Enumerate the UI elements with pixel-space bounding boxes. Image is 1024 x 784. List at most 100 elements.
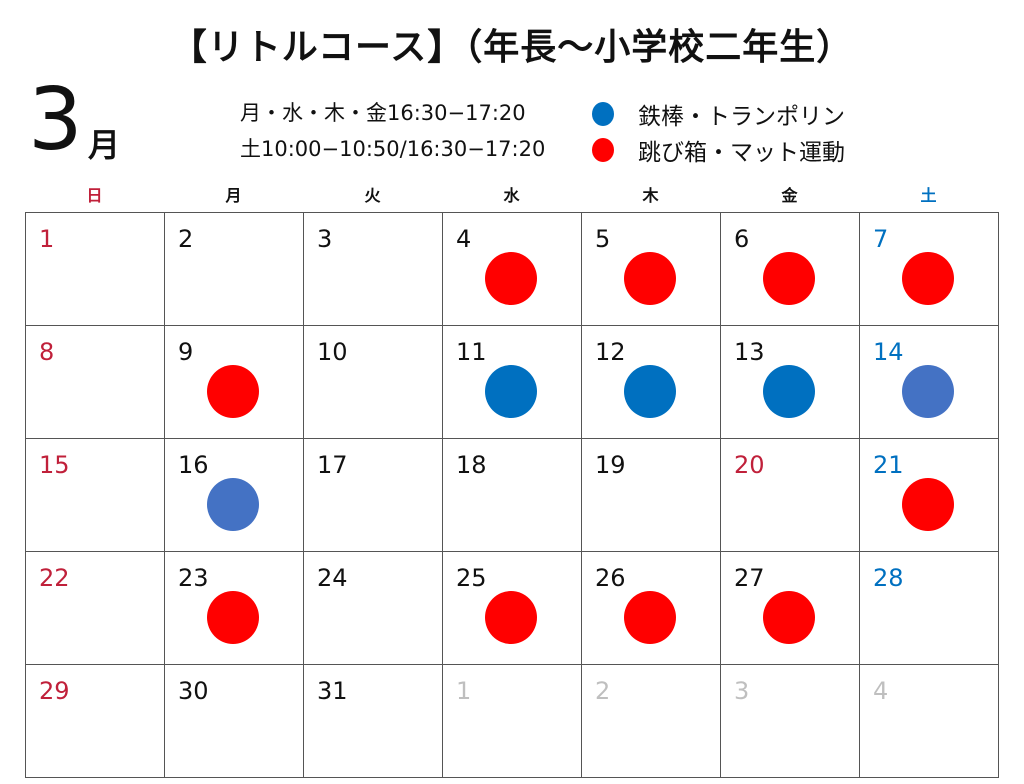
red-dot-icon [763,252,815,305]
blue-dot-icon [592,102,614,126]
day-number: 2 [178,225,194,253]
month-label: 月 [88,126,121,164]
legend-label: 鉄棒・トランポリン [638,104,845,130]
calendar-day: 21 [860,439,999,552]
weekday-header: 水 [503,186,520,205]
day-number: 3 [734,677,750,705]
day-number: 8 [39,338,55,366]
calendar-day: 20 [721,439,860,552]
day-number: 17 [317,451,348,479]
page-title: 【リトルコース】（年長～小学校二年生） [170,27,854,68]
calendar-day: 22 [26,552,165,665]
legend-item-red: 跳び箱・マット運動 [592,133,845,167]
calendar-day: 6 [721,213,860,326]
light-blue_dot-icon [902,365,954,418]
calendar-day: 3 [721,665,860,778]
day-number: 27 [734,564,765,592]
day-number: 1 [39,225,55,253]
day-number: 5 [595,225,611,253]
day-number: 3 [317,225,333,253]
calendar-day: 29 [26,665,165,778]
weekday-header: 日 [86,186,103,205]
calendar-day: 26 [582,552,721,665]
blue-dot-icon [485,365,537,418]
calendar-day: 5 [582,213,721,326]
calendar-day: 11 [443,326,582,439]
day-number: 12 [595,338,626,366]
calendar-day: 19 [582,439,721,552]
day-number: 13 [734,338,765,366]
calendar-day: 3 [304,213,443,326]
day-number: 23 [178,564,209,592]
weekday-header: 火 [364,186,381,205]
red-dot-icon [207,591,259,644]
day-number: 29 [39,677,70,705]
weekday-header: 月 [225,186,242,205]
calendar-day: 17 [304,439,443,552]
red-dot-icon [207,365,259,418]
calendar-day: 15 [26,439,165,552]
calendar-day: 13 [721,326,860,439]
calendar-day: 1 [26,213,165,326]
red-dot-icon [592,138,614,162]
calendar-grid: 1 2 3 4 5 6 7 8 9 10 11 12 13 14 15 16 17 18 19 20 21 22 23 24 2… [25,212,999,778]
weekday-header: 金 [781,186,798,205]
day-number: 7 [873,225,889,253]
calendar-day: 23 [165,552,304,665]
calendar-day: 31 [304,665,443,778]
day-number: 2 [595,677,611,705]
month-number: 3 [28,70,83,170]
calendar-day: 4 [860,665,999,778]
calendar-day: 8 [26,326,165,439]
red-dot-icon [485,591,537,644]
red-dot-icon [902,252,954,305]
calendar-day: 16 [165,439,304,552]
day-number: 15 [39,451,70,479]
legend-item-blue: 鉄棒・トランポリン [592,97,845,131]
weekday-header: 土 [920,186,937,205]
calendar-day: 2 [165,213,304,326]
day-number: 25 [456,564,487,592]
day-number: 22 [39,564,70,592]
day-number: 28 [873,564,904,592]
calendar-day: 1 [443,665,582,778]
day-number: 4 [873,677,889,705]
calendar-day: 18 [443,439,582,552]
red-dot-icon [624,252,676,305]
day-number: 11 [456,338,487,366]
day-number: 9 [178,338,194,366]
schedule-weekdays: 月・水・木・金16:30−17:20 [240,101,526,125]
day-number: 31 [317,677,348,705]
day-number: 20 [734,451,765,479]
blue-dot-icon [763,365,815,418]
day-number: 21 [873,451,904,479]
calendar-day: 7 [860,213,999,326]
weekday-header: 木 [642,186,659,205]
calendar-day: 25 [443,552,582,665]
day-number: 4 [456,225,472,253]
calendar-day: 14 [860,326,999,439]
legend-label: 跳び箱・マット運動 [638,140,845,166]
red-dot-icon [624,591,676,644]
day-number: 18 [456,451,487,479]
red-dot-icon [763,591,815,644]
day-number: 16 [178,451,209,479]
calendar-day: 9 [165,326,304,439]
day-number: 24 [317,564,348,592]
blue-dot-icon [624,365,676,418]
calendar-day: 2 [582,665,721,778]
day-number: 30 [178,677,209,705]
calendar-day: 24 [304,552,443,665]
day-number: 14 [873,338,904,366]
day-number: 1 [456,677,472,705]
calendar-day: 12 [582,326,721,439]
calendar-day: 4 [443,213,582,326]
schedule-saturday: 土10:00−10:50/16:30−17:20 [240,137,546,161]
calendar-day: 27 [721,552,860,665]
day-number: 10 [317,338,348,366]
calendar-day: 28 [860,552,999,665]
day-number: 19 [595,451,626,479]
calendar-day: 30 [165,665,304,778]
day-number: 26 [595,564,626,592]
day-number: 6 [734,225,750,253]
